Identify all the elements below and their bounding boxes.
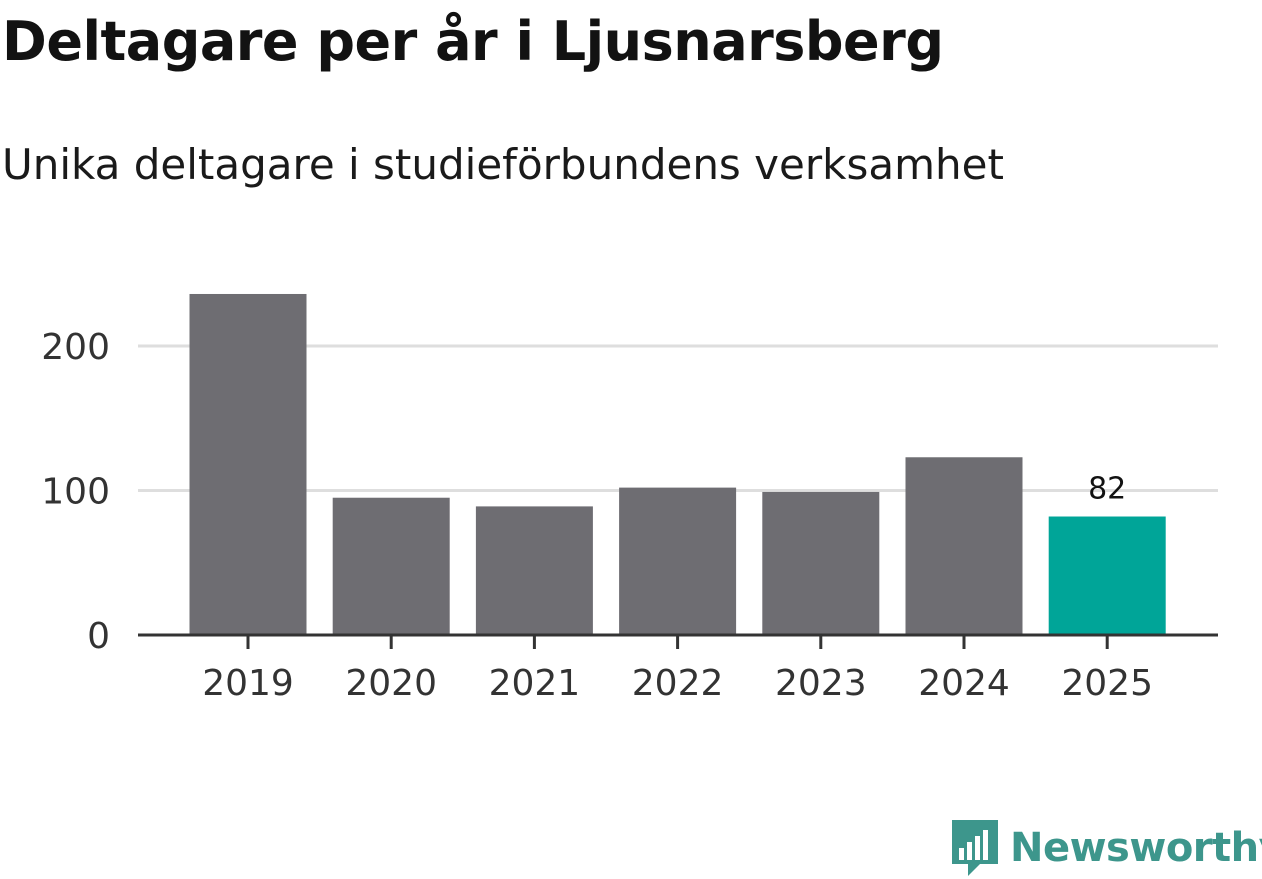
- chart-title: Deltagare per år i Ljusnarsberg: [2, 10, 944, 73]
- y-tick-label-0: 0: [87, 616, 110, 657]
- bar-2021: [475, 506, 593, 635]
- y-tick-label-100: 100: [41, 472, 110, 513]
- chart-subtitle: Unika deltagare i studieförbundens verks…: [2, 140, 1004, 189]
- bar-2024: [905, 457, 1023, 635]
- x-tick-label-2022: 2022: [632, 663, 724, 704]
- data-labels: 82: [1088, 472, 1126, 507]
- x-axis-ticks: 2019 2020 2021 2022 2023 2024 2025: [202, 663, 1153, 704]
- bar-2019: [189, 293, 307, 635]
- y-tick-label-200: 200: [41, 327, 110, 368]
- bars: [189, 293, 1166, 635]
- bar-2023: [762, 491, 880, 635]
- bar-2020: [332, 497, 450, 635]
- bar-2022: [619, 487, 737, 635]
- data-label-2025: 82: [1088, 472, 1126, 507]
- newsworthy-logo-text: Newsworthy: [1010, 825, 1262, 871]
- x-tick-label-2025: 2025: [1061, 663, 1153, 704]
- x-tick-label-2023: 2023: [775, 663, 867, 704]
- x-axis: [138, 633, 1218, 649]
- newsworthy-logo: Newsworthy: [950, 818, 1262, 878]
- x-tick-label-2024: 2024: [918, 663, 1010, 704]
- newsworthy-logo-icon: [952, 820, 998, 876]
- x-tick-label-2020: 2020: [345, 663, 437, 704]
- x-tick-label-2021: 2021: [489, 663, 581, 704]
- bar-2025: [1048, 516, 1166, 635]
- y-axis-ticks: 0 100 200: [41, 327, 110, 657]
- x-tick-label-2019: 2019: [202, 663, 294, 704]
